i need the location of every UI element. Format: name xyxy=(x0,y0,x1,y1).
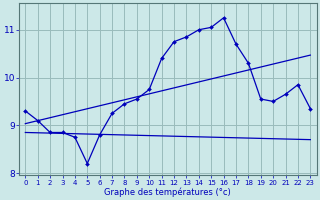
X-axis label: Graphe des températures (°c): Graphe des températures (°c) xyxy=(104,187,231,197)
